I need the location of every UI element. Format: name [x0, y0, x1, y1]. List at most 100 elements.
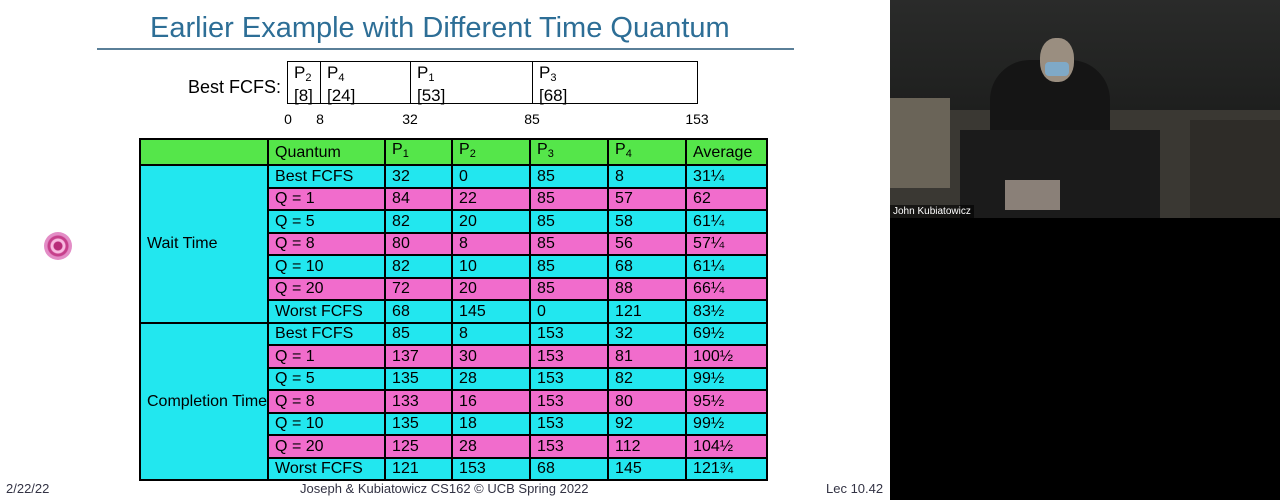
value-cell: 72: [384, 276, 454, 301]
table-row: Q = 1 84 22 85 57 62: [140, 186, 769, 211]
header-average: Average: [685, 138, 769, 166]
value-cell: 92: [607, 411, 688, 436]
value-cell: 31¼: [685, 164, 769, 189]
gantt-burst: [68]: [539, 86, 568, 105]
value-cell: 133: [384, 389, 454, 414]
gantt-segment: P2 [8]: [288, 62, 321, 105]
value-cell: 10: [451, 254, 532, 279]
value-cell: 85: [384, 321, 454, 346]
quantum-cell: Q = 10: [267, 411, 387, 436]
footer-lecture: Lec 10.42: [826, 481, 884, 496]
video-desk: [1190, 120, 1280, 218]
header-p1: P1: [384, 138, 454, 166]
value-cell: 66¼: [685, 276, 769, 301]
table-row: Worst FCFS 121 153 68 145 121¾: [140, 456, 769, 481]
quantum-cell: Q = 20: [267, 276, 387, 301]
value-cell: 85: [529, 231, 610, 256]
value-cell: 153: [529, 389, 610, 414]
value-cell: 99½: [685, 411, 769, 436]
quantum-cell: Worst FCFS: [267, 299, 387, 324]
value-cell: 153: [529, 321, 610, 346]
value-cell: 85: [529, 254, 610, 279]
quantum-cell: Best FCFS: [267, 321, 387, 346]
value-cell: 57: [607, 186, 688, 211]
gantt-proc-sub: 3: [550, 72, 557, 84]
value-cell: 61¼: [685, 209, 769, 234]
table-row: Q = 10 82 10 85 68 61¼: [140, 254, 769, 279]
slide-title: Earlier Example with Different Time Quan…: [150, 12, 730, 44]
value-cell: 68: [607, 254, 688, 279]
value-cell: 8: [607, 164, 688, 189]
value-cell: 32: [607, 321, 688, 346]
value-cell: 85: [529, 276, 610, 301]
value-cell: 153: [451, 456, 532, 481]
value-cell: 88: [607, 276, 688, 301]
header-corner: [138, 138, 270, 166]
table-row: Q = 10 135 18 153 92 99½: [140, 411, 769, 436]
value-cell: 153: [529, 434, 610, 459]
table-row: Q = 20 125 28 153 112 104½: [140, 434, 769, 459]
value-cell: 68: [384, 299, 454, 324]
gantt-proc-sub: 2: [305, 72, 312, 84]
gantt-tick: 8: [316, 111, 324, 127]
gantt-burst: [24]: [327, 86, 356, 105]
header-quantum: Quantum: [267, 138, 387, 166]
quantum-cell: Q = 10: [267, 254, 387, 279]
value-cell: 80: [384, 231, 454, 256]
header-p3: P3: [529, 138, 610, 166]
value-cell: 81: [607, 344, 688, 369]
footer-credit: Joseph & Kubiatowicz CS162 © UCB Spring …: [300, 481, 589, 496]
title-rule: [97, 48, 794, 50]
value-cell: 28: [451, 434, 532, 459]
pointer-highlight-icon: [44, 232, 72, 260]
value-cell: 8: [451, 231, 532, 256]
header-p2: P2: [451, 138, 532, 166]
video-mask: [1045, 62, 1069, 76]
value-cell: 57¼: [685, 231, 769, 256]
table-row: Q = 20 72 20 85 88 66¼: [140, 276, 769, 301]
value-cell: 16: [451, 389, 532, 414]
video-sign: [1005, 180, 1060, 210]
quantum-cell: Worst FCFS: [267, 456, 387, 481]
value-cell: 80: [607, 389, 688, 414]
gantt-tick: 32: [402, 111, 418, 127]
gantt-tick: 0: [284, 111, 292, 127]
value-cell: 125: [384, 434, 454, 459]
value-cell: 145: [451, 299, 532, 324]
gantt-burst: [8]: [294, 86, 313, 105]
gantt-proc-sub: 1: [428, 72, 435, 84]
value-cell: 121: [384, 456, 454, 481]
value-cell: 0: [451, 164, 532, 189]
value-cell: 82: [607, 366, 688, 391]
video-chair: [890, 98, 950, 188]
quantum-cell: Q = 1: [267, 186, 387, 211]
value-cell: 0: [529, 299, 610, 324]
header-p4: P4: [607, 138, 688, 166]
value-cell: 20: [451, 209, 532, 234]
value-cell: 61¼: [685, 254, 769, 279]
value-cell: 85: [529, 209, 610, 234]
video-feed: [890, 0, 1280, 218]
value-cell: 58: [607, 209, 688, 234]
value-cell: 100½: [685, 344, 769, 369]
table-row: Q = 8 133 16 153 80 95½: [140, 389, 769, 414]
quantum-cell: Q = 8: [267, 389, 387, 414]
value-cell: 121¾: [685, 456, 769, 481]
value-cell: 56: [607, 231, 688, 256]
gantt-segment: P1 [53]: [411, 62, 533, 105]
wait-time-label: Wait Time: [138, 164, 270, 324]
gantt-proc: P: [539, 63, 551, 82]
value-cell: 121: [607, 299, 688, 324]
table-row: Q = 5 82 20 85 58 61¼: [140, 209, 769, 234]
gantt-label: Best FCFS:: [188, 77, 282, 97]
value-cell: 153: [529, 366, 610, 391]
value-cell: 82: [384, 209, 454, 234]
gantt-burst: [53]: [417, 86, 446, 105]
value-cell: 20: [451, 276, 532, 301]
gantt-tick: 153: [685, 111, 709, 127]
table-row: Q = 1 137 30 153 81 100½: [140, 344, 769, 369]
gantt-segment: P4 [24]: [321, 62, 411, 105]
value-cell: 104½: [685, 434, 769, 459]
value-cell: 82: [384, 254, 454, 279]
value-cell: 99½: [685, 366, 769, 391]
